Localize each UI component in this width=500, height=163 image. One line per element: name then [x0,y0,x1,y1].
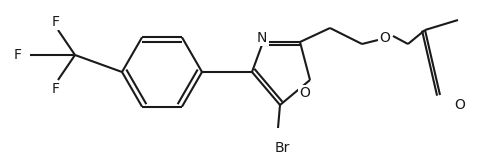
Text: N: N [257,31,267,45]
Text: F: F [52,15,60,29]
Text: O: O [300,86,310,100]
Text: F: F [52,82,60,96]
Text: O: O [380,31,390,45]
Text: Br: Br [274,141,289,155]
Text: F: F [14,48,22,62]
Text: O: O [454,98,466,112]
